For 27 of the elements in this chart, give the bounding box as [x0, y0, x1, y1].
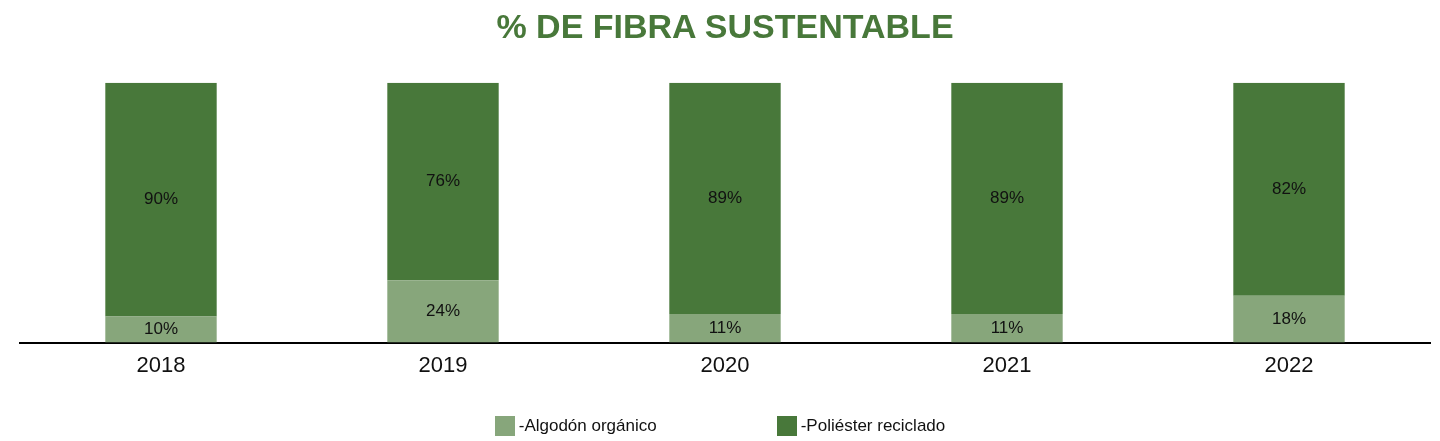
bar: [951, 314, 1063, 343]
data-label: 89%: [707, 188, 743, 208]
bar: [951, 82, 1063, 315]
legend-label: -Algodón orgánico: [518, 416, 657, 436]
x-tick-label: 2018: [136, 351, 186, 377]
bar: [387, 82, 499, 281]
bar: [105, 82, 217, 317]
chart-title: % DE FIBRA SUSTENTABLE: [496, 6, 954, 45]
data-label: 10%: [143, 319, 179, 339]
x-tick-label: 2019: [418, 351, 468, 377]
bar: [387, 280, 499, 343]
bar: [669, 82, 781, 315]
x-tick-label: 2021: [982, 351, 1032, 377]
bar: [1233, 295, 1345, 343]
data-label: 82%: [1271, 179, 1307, 199]
data-label: 76%: [425, 171, 461, 191]
data-label: 90%: [143, 189, 179, 209]
data-label: 89%: [989, 188, 1025, 208]
data-label: 18%: [1271, 308, 1307, 328]
data-label: 24%: [425, 301, 461, 321]
legend-label: -Poliéster reciclado: [800, 416, 946, 436]
bar: [669, 314, 781, 343]
x-tick-label: 2020: [700, 351, 750, 377]
data-label: 11%: [708, 318, 742, 337]
x-tick-label: 2022: [1264, 351, 1314, 377]
bar: [1233, 82, 1345, 296]
data-label: 11%: [990, 318, 1024, 337]
